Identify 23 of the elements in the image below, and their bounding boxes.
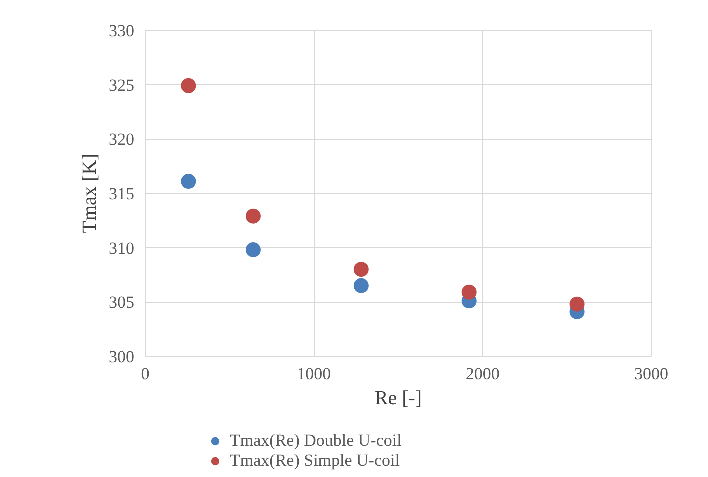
legend-label: Tmax(Re) Double U-coil (230, 431, 402, 451)
point (570, 296, 585, 312)
y-tick-label: 300 (109, 348, 134, 366)
x-tick-label: 2000 (466, 364, 500, 384)
y-tick-label: 315 (109, 184, 134, 204)
point (354, 262, 369, 278)
point (354, 278, 369, 294)
point (462, 284, 477, 300)
x-tick-label: 0 (141, 364, 150, 384)
point (181, 174, 196, 190)
point (246, 242, 261, 258)
y-axis-title: Tmax [K] (79, 154, 101, 234)
y-tick-label: 305 (109, 293, 134, 312)
y-tick-label: 330 (109, 22, 134, 40)
point (181, 78, 196, 94)
y-tick-label: 310 (109, 238, 134, 258)
x-tick-label: 1000 (297, 364, 332, 384)
y-tick-label: 320 (109, 130, 134, 150)
legend-label: Tmax(Re) Simple U-coil (230, 451, 400, 471)
x-axis-title: Re [-] (374, 388, 422, 410)
y-tick-label: 325 (109, 76, 134, 95)
x-tick-label: 3000 (634, 364, 668, 384)
point (246, 208, 261, 224)
